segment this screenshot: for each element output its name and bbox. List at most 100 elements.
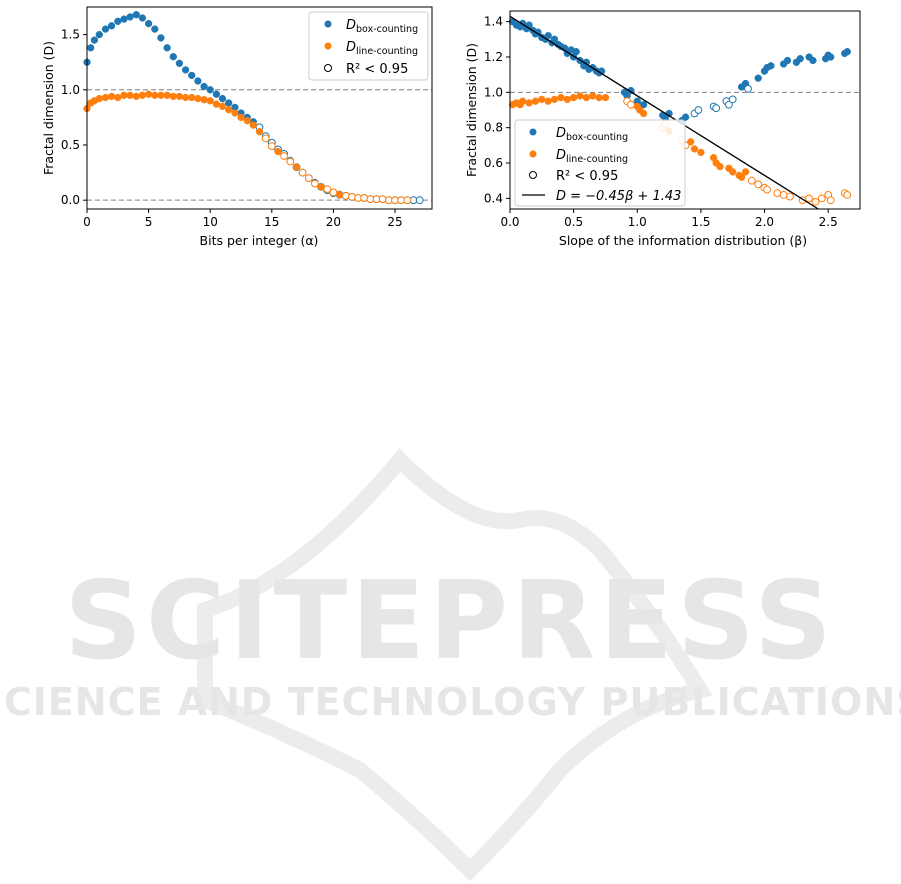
data-point-box [767,62,775,70]
data-point-line [773,189,782,198]
data-point-line [175,92,184,101]
legend-frame [514,119,686,207]
data-point-box [157,34,165,42]
y-tick-label: 0.5 [61,138,80,152]
data-point-line [181,93,190,102]
data-point-line [188,93,196,102]
y-tick-label: 1.5 [61,28,80,42]
data-point-line [243,117,251,125]
data-point-line [280,152,289,160]
data-point-box [138,14,147,22]
data-point-line [200,96,208,104]
data-point-line [601,93,610,102]
legend-marker-r2 [529,171,537,179]
data-point-line [157,91,165,99]
data-point-line [261,134,270,143]
data-point-line [107,92,116,101]
data-point-line [843,191,852,199]
data-point-line [206,97,214,105]
data-point-line [249,121,257,129]
x-tick-label: 25 [387,215,402,229]
data-point-box [90,36,99,44]
data-point-line [811,198,820,206]
data-point-box [120,15,128,23]
data-point-line [576,92,584,100]
data-point-line [716,162,724,171]
y-tick-label: 1.4 [484,15,503,29]
chart-right-ylabel: Fractal dimension (D) [464,43,479,177]
data-point-line [311,179,319,188]
x-tick-label: 15 [264,215,279,229]
y-tick-label: 1.2 [484,50,503,64]
data-point-line [323,185,332,194]
chart-left-ticks: 0 5 10 15 20 25 0.0 0.5 1.0 1.5 [61,28,403,229]
chart-right: 0.0 0.5 1.0 1.5 2.0 2.5 0.4 0.6 0.8 1.0 1.2 1.4 Slo… [464,10,861,248]
legend-marker-r2 [324,64,332,72]
data-point-box [95,30,103,39]
data-point-box [827,53,835,61]
legend-entry-r2: R² < 0.95 [346,62,408,77]
data-point-line [557,93,565,102]
x-tick-label: 0 [83,215,91,229]
data-point-box [169,53,177,61]
x-tick-label: 10 [203,215,218,229]
data-point-line [531,97,540,105]
y-tick-label: 0.0 [61,193,80,207]
legend-marker-box [529,128,537,136]
data-point-line [255,128,264,136]
data-point-line [138,91,147,99]
chart-left-xlabel: Bits per integer (α) [200,233,319,248]
data-point-line [729,168,737,176]
chart-left-legend: Dbox-counting Dline-counting R² < 0.95 [308,11,429,81]
watermark-logo: SCITEPRESS SCIENCE AND TECHNOLOGY PUBLIC… [0,448,901,882]
chart-right-xlabel: Slope of the information distribution (β… [559,233,807,248]
y-tick-label: 0.4 [484,191,503,205]
x-tick-label: 1.5 [691,215,710,229]
data-point-line [95,94,103,103]
legend-entry-line: Dline-counting [556,148,628,165]
data-point-line [126,91,134,99]
data-point-line [786,192,794,201]
data-point-box [809,56,817,65]
data-point-box [101,25,110,33]
data-point-line [639,109,648,118]
chart-right-legend: Dbox-counting Dline-counting R² < 0.95 D… [514,119,686,207]
data-point-line [132,92,140,101]
data-point-box [194,77,202,85]
y-tick-label: 1.0 [484,85,503,99]
data-point-line [151,91,159,99]
y-tick-label: 0.8 [484,121,503,135]
data-point-line [335,191,344,199]
data-point-line [589,92,597,100]
data-point-box [151,25,159,33]
data-point-line [163,91,171,99]
x-tick-label: 5 [145,215,153,229]
legend-marker-line [529,150,537,158]
data-point-line [741,168,750,176]
data-point-line [237,113,245,122]
data-point-box [87,44,95,52]
data-point-line [805,194,813,203]
data-point-line [114,93,122,102]
legend-frame [308,11,429,81]
data-point-line [550,95,559,104]
legend-entry-line: Dline-counting [346,40,418,57]
x-tick-label: 2.0 [755,215,774,229]
data-point-box [544,32,552,40]
data-point-box [728,95,737,104]
data-point-line [519,97,527,105]
data-point-box [783,56,792,65]
data-point-box [843,48,851,56]
legend-entry-box: Dbox-counting [346,18,418,35]
data-point-box [181,66,190,74]
data-point-line [329,188,338,197]
data-point-line [267,142,276,151]
legend-entry-box: Dbox-counting [556,126,628,143]
data-point-line [582,93,591,102]
chart-right-ticks: 0.0 0.5 1.0 1.5 2.0 2.5 0.4 0.6 0.8 1.0 1.2 1.4 [484,15,838,229]
data-point-line [569,93,578,102]
data-point-line [169,92,177,101]
data-point-box [725,100,733,109]
x-tick-label: 0.5 [564,215,583,229]
data-point-line [212,100,221,108]
